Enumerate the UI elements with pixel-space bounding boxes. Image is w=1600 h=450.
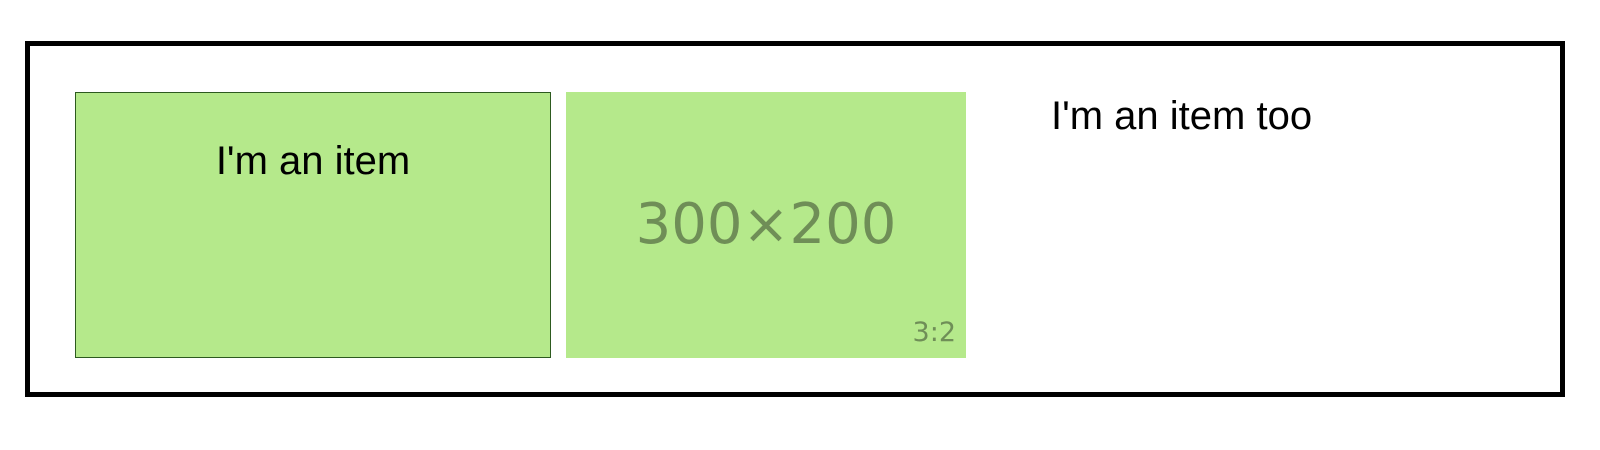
item-box: I'm an item xyxy=(75,92,551,358)
placeholder-dimensions: 300×200 xyxy=(635,192,897,257)
item-label: I'm an item xyxy=(215,139,411,183)
placeholder-image: 300×200 3:2 xyxy=(566,92,966,358)
placeholder-ratio: 3:2 xyxy=(912,317,956,348)
flex-container: I'm an item 300×200 3:2 I'm an item too xyxy=(25,41,1565,397)
item-too-label: I'm an item too xyxy=(1051,94,1313,138)
